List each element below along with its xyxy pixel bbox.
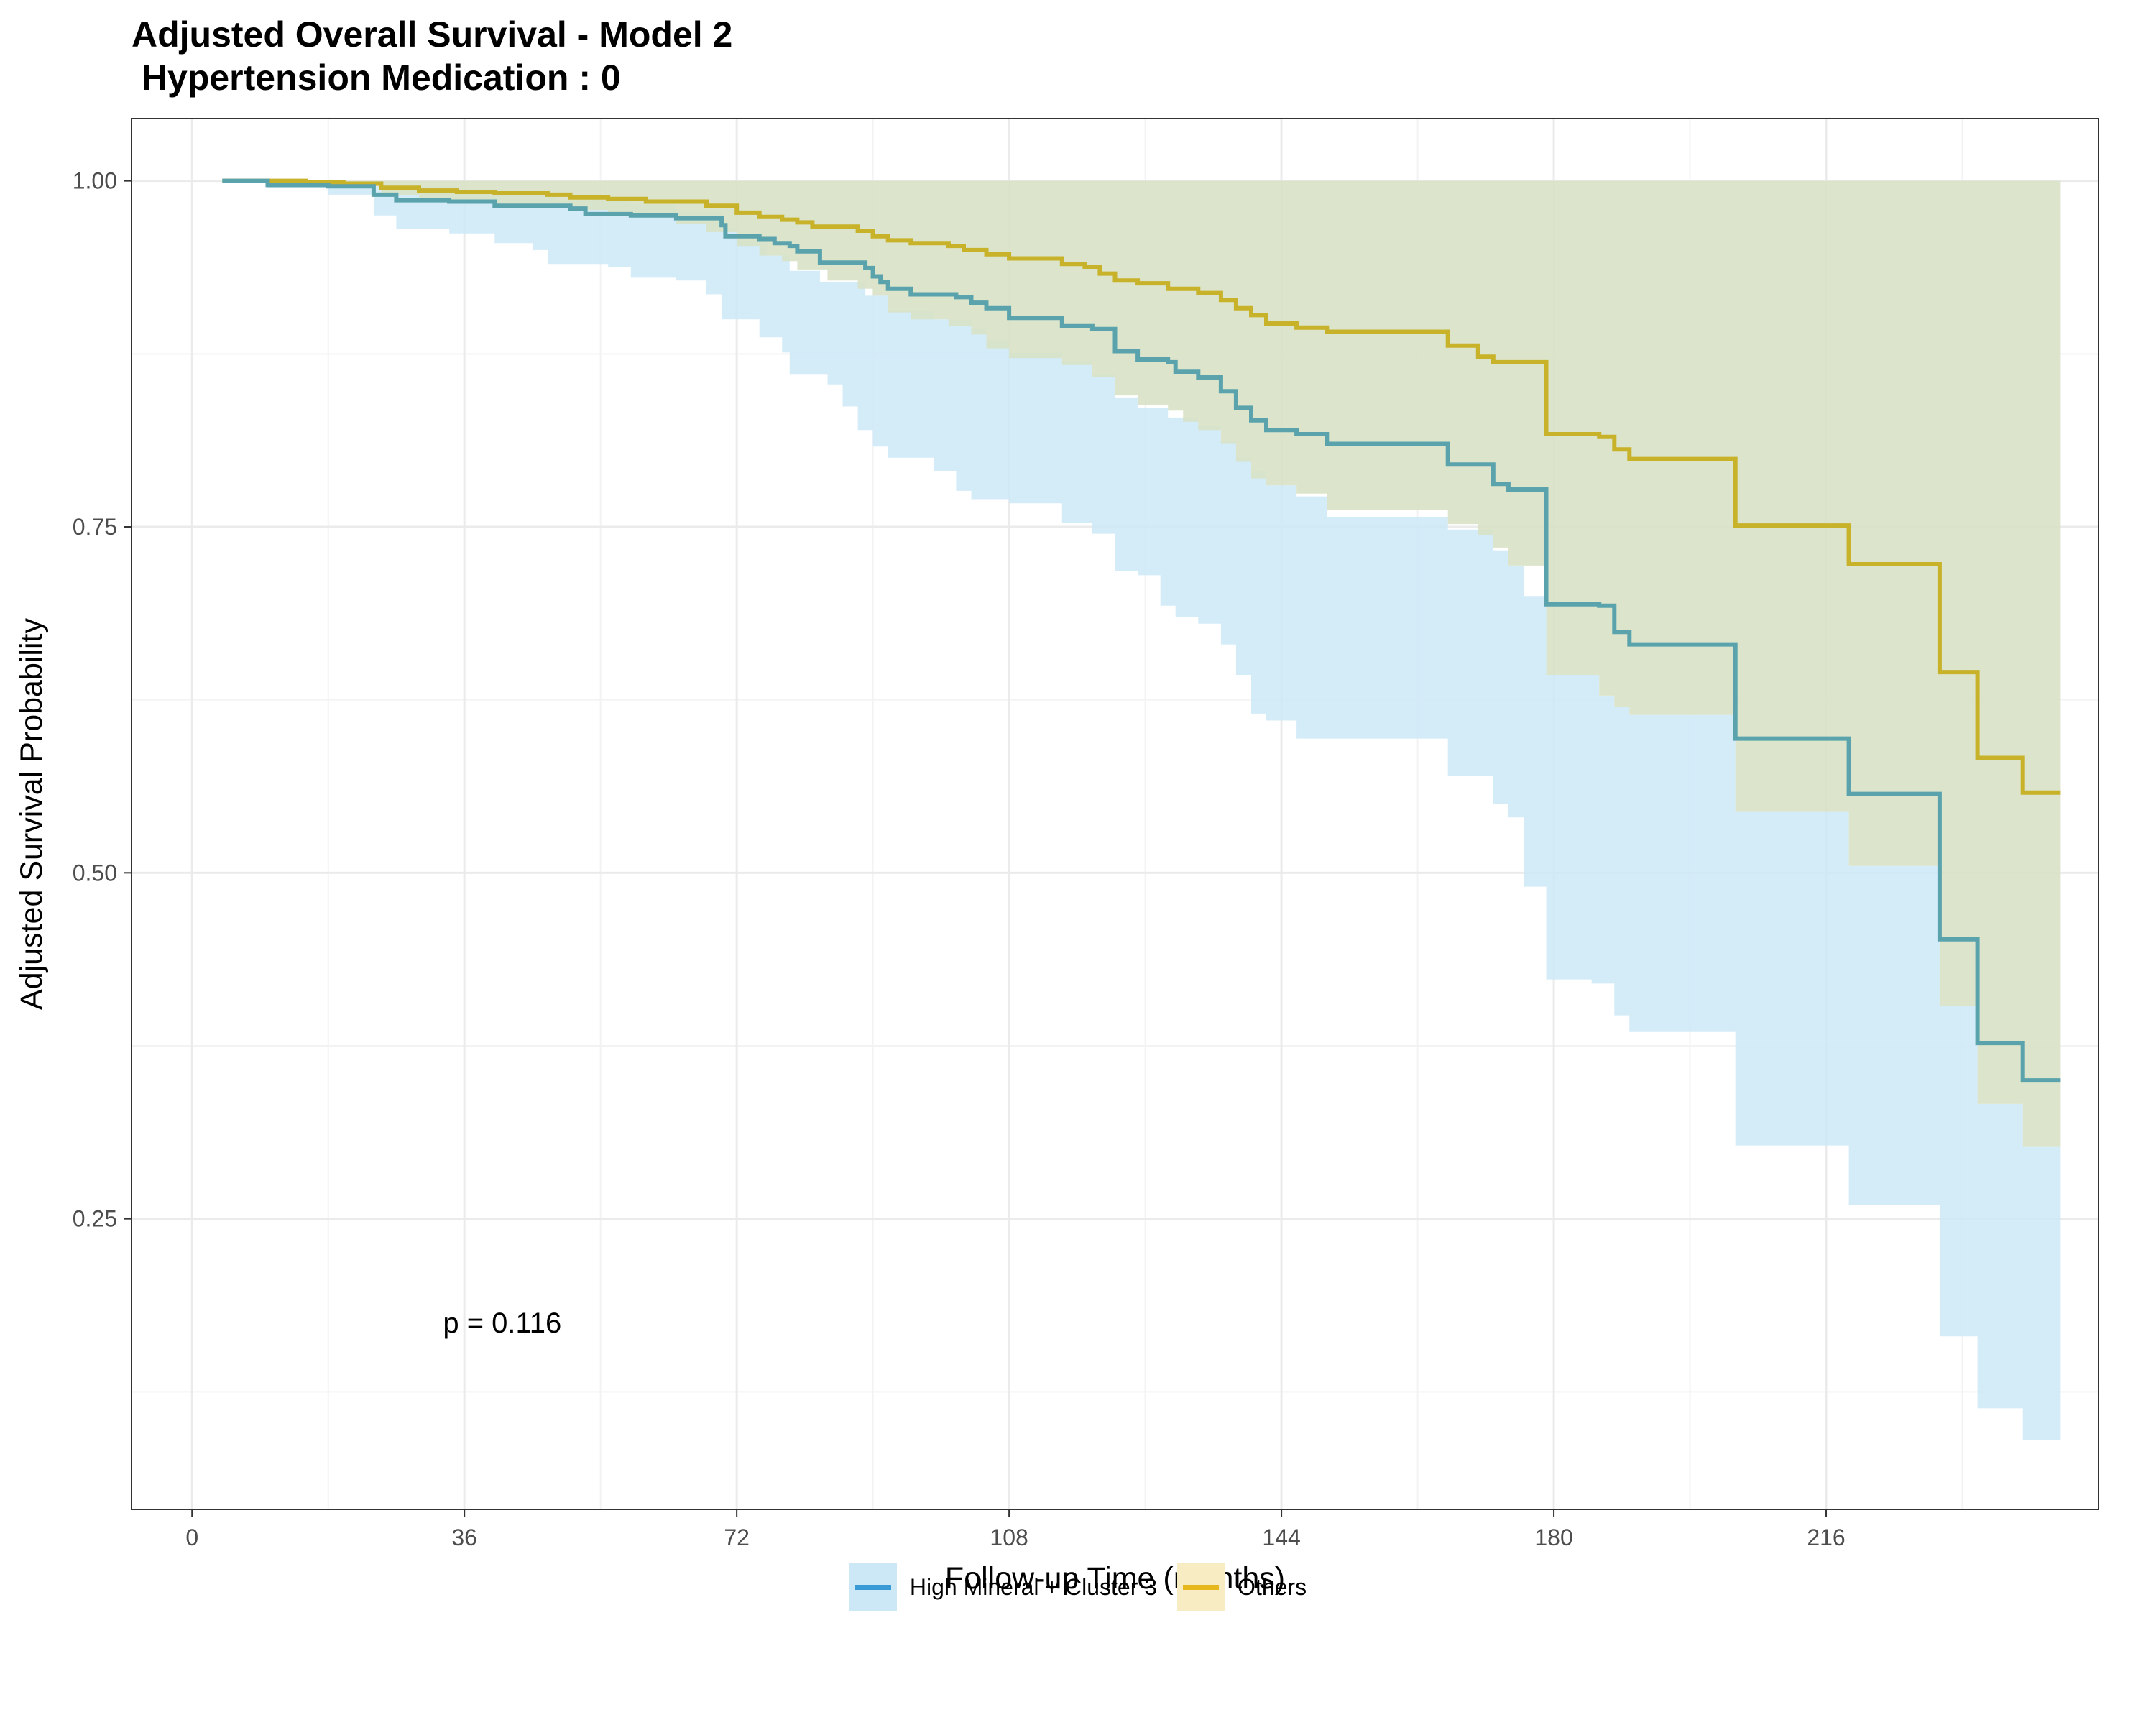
- p-value-annotation: p = 0.116: [443, 1307, 561, 1339]
- y-tick-label: 0.75: [73, 514, 117, 540]
- annotations: Follow-up Time (months) Adjusted Survival…: [14, 618, 1285, 1596]
- legend-key-series-1: [849, 1563, 897, 1611]
- legend: High Mineral + Cluster 3 Others: [0, 1563, 2156, 1611]
- x-tick-label: 216: [1807, 1524, 1845, 1550]
- survival-line-series-2: [222, 178, 2061, 795]
- x-tick-label: 108: [990, 1524, 1028, 1550]
- panel-border: [131, 118, 2099, 1510]
- legend-label-series-1: High Mineral + Cluster 3: [909, 1573, 1158, 1600]
- legend-key-series-2: [1177, 1563, 1225, 1611]
- legend-item-series-2: Others: [1177, 1563, 1307, 1611]
- y-tick-label: 0.50: [73, 860, 117, 886]
- y-tick-label: 0.25: [73, 1206, 117, 1232]
- y-tick-label: 1.00: [73, 168, 117, 194]
- confidence-bands: [222, 180, 2061, 1440]
- survival-curves: [222, 178, 2061, 1083]
- ci-band-series-1: [222, 180, 2061, 1440]
- x-tick-label: 144: [1262, 1524, 1300, 1550]
- y-axis-label: Adjusted Survival Probability: [14, 618, 49, 1010]
- axis-ticks: 0 36 72 108 144 180 216 0.25 0.50 0.75 1.00: [73, 168, 1846, 1550]
- x-tick-label: 36: [451, 1524, 477, 1550]
- chart-title: Adjusted Overall Survival - Model 2 Hype…: [132, 14, 733, 98]
- ci-band-series-2: [222, 180, 2061, 1147]
- x-tick-label: 0: [185, 1524, 198, 1550]
- legend-item-series-1: High Mineral + Cluster 3: [849, 1563, 1157, 1611]
- x-tick-label: 180: [1534, 1524, 1572, 1550]
- legend-label-series-2: Others: [1238, 1573, 1307, 1600]
- x-tick-label: 72: [724, 1524, 750, 1550]
- x-axis-label: Follow-up Time (months): [945, 1561, 1285, 1596]
- survival-line-series-1: [222, 178, 2061, 1083]
